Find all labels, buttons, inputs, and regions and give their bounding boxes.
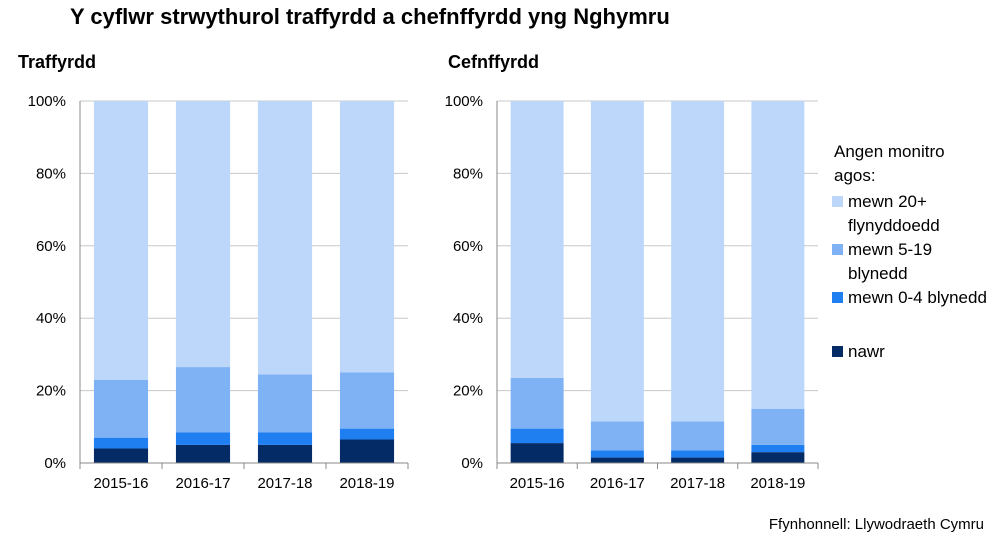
x-tick-label: 2018-19 [750, 475, 805, 492]
bar-segment [751, 101, 805, 409]
panel-title-cefnffyrdd: Cefnffyrdd [448, 52, 539, 72]
bar-segment [93, 437, 149, 449]
bar-segment [339, 428, 395, 440]
y-tick-label: 60% [453, 238, 483, 255]
panel-title-traffyrdd: Traffyrdd [18, 52, 97, 72]
legend-item: mewn 5-19 blynedd [832, 238, 988, 286]
y-tick-label: 0% [461, 455, 483, 472]
bar-segment [590, 450, 644, 458]
y-tick-label: 60% [36, 238, 66, 255]
bar-segment [339, 439, 395, 463]
legend-swatch [832, 346, 843, 357]
bar-segment [339, 101, 395, 373]
legend-item: nawr [832, 340, 988, 364]
bar-segment [510, 101, 564, 378]
legend-item: mewn 0-4 blynedd [832, 286, 988, 310]
bar-segment [510, 377, 564, 429]
bar-segment [671, 450, 725, 458]
bar-segment [590, 457, 644, 463]
chart-title: Y cyflwr strwythurol traffyrdd a chefnff… [70, 4, 670, 29]
bar-segment [510, 443, 564, 463]
y-tick-label: 100% [28, 93, 66, 110]
legend-label: mewn 0-4 blynedd [848, 288, 987, 307]
legend-heading: Angen monitro agos: [834, 142, 945, 185]
legend-swatch [832, 244, 843, 255]
legend-swatch [832, 196, 843, 207]
x-tick-label: 2015-16 [510, 475, 565, 492]
bar-segment [175, 432, 231, 445]
bar-segment [257, 374, 313, 433]
bar-segment [93, 101, 149, 380]
y-tick-label: 40% [453, 310, 483, 327]
bar-segment [510, 428, 564, 444]
x-tick-label: 2016-17 [175, 475, 230, 492]
legend-item: mewn 20+ flynyddoedd [832, 190, 988, 238]
bar-segment [671, 101, 725, 422]
x-tick-label: 2015-16 [93, 475, 148, 492]
y-tick-label: 20% [453, 383, 483, 400]
bar-segment [751, 444, 805, 453]
bar-segment [93, 379, 149, 438]
bar-segment [339, 372, 395, 429]
x-tick-label: 2017-18 [257, 475, 312, 492]
legend-label: nawr [848, 342, 885, 361]
bar-segment [671, 421, 725, 451]
bar-segment [175, 367, 231, 433]
x-tick-label: 2017-18 [670, 475, 725, 492]
y-tick-label: 20% [36, 383, 66, 400]
y-tick-label: 80% [453, 165, 483, 182]
y-tick-label: 0% [44, 455, 66, 472]
bar-segment [257, 444, 313, 463]
bar-segment [175, 101, 231, 368]
y-tick-label: 80% [36, 165, 66, 182]
bar-segment [175, 444, 231, 463]
y-tick-label: 100% [445, 93, 483, 110]
bar-segment [751, 452, 805, 463]
bar-segment [590, 421, 644, 451]
x-tick-label: 2016-17 [590, 475, 645, 492]
x-tick-label: 2018-19 [339, 475, 394, 492]
legend-label: mewn 5-19 blynedd [848, 240, 933, 283]
source-note: Ffynhonnell: Llywodraeth Cymru [768, 516, 984, 533]
bar-segment [751, 408, 805, 445]
bar-segment [93, 448, 149, 463]
bar-segment [671, 457, 725, 463]
y-tick-label: 40% [36, 310, 66, 327]
bar-segment [257, 101, 313, 375]
bar-segment [590, 101, 644, 422]
bar-segment [257, 432, 313, 445]
legend-label: mewn 20+ flynyddoedd [848, 192, 940, 235]
legend-swatch [832, 292, 843, 303]
